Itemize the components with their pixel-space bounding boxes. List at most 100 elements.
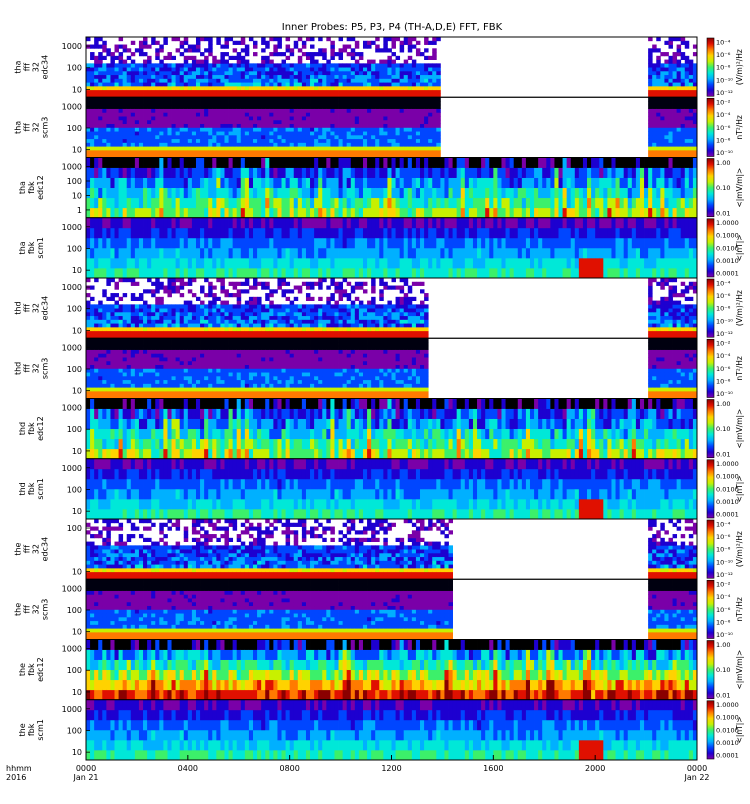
spectrogram-cell — [94, 71, 98, 75]
spectrogram-cell — [269, 78, 273, 82]
spectrogram-cell — [204, 158, 208, 168]
spectrogram-cell — [371, 86, 375, 90]
spectrogram-cell — [106, 67, 110, 71]
spectrogram-cell — [200, 139, 204, 143]
spectrogram-cell — [473, 258, 477, 268]
spectrogram-cell — [159, 135, 163, 139]
spectrogram-cell — [184, 90, 188, 94]
spectrogram-cell — [310, 139, 314, 143]
spectrogram-cell — [241, 178, 245, 188]
spectrogram-cell — [151, 97, 155, 101]
spectrogram-cell — [216, 198, 220, 208]
spectrogram-cell — [652, 48, 656, 52]
spectrogram-cell — [269, 135, 273, 139]
spectrogram-cell — [261, 150, 265, 154]
spectrogram-cell — [159, 323, 163, 327]
spectrogram-cell — [176, 258, 180, 268]
spectrogram-cell — [424, 146, 428, 150]
spectrogram-cell — [339, 146, 343, 150]
spectrogram-cell — [428, 78, 432, 82]
spectrogram-cell — [184, 282, 188, 286]
spectrogram-cell — [155, 78, 159, 82]
spectrogram-cell — [432, 268, 436, 278]
spectrogram-cell — [534, 208, 538, 218]
spectrogram-cell — [392, 75, 396, 79]
spectrogram-cell — [273, 131, 277, 135]
spectrogram-cell — [318, 75, 322, 79]
spectrogram-cell — [282, 97, 286, 101]
spectrogram-cell — [428, 120, 432, 124]
spectrogram-cell — [408, 109, 412, 113]
spectrogram-cell — [310, 135, 314, 139]
spectrogram-cell — [339, 112, 343, 116]
spectrogram-cell — [599, 218, 603, 228]
spectrogram-cell — [387, 101, 391, 105]
spectrogram-cell — [689, 105, 693, 109]
spectrogram-cell — [668, 101, 672, 105]
spectrogram-cell — [294, 218, 298, 228]
spectrogram-cell — [269, 146, 273, 150]
spectrogram-cell — [229, 142, 233, 146]
spectrogram-cell — [404, 146, 408, 150]
spectrogram-cell — [339, 120, 343, 124]
spectrogram-cell — [237, 142, 241, 146]
spectrogram-cell — [172, 112, 176, 116]
spectrogram-cell — [673, 37, 677, 41]
spectrogram-cell — [436, 109, 440, 113]
spectrogram-cell — [522, 228, 526, 238]
spectrogram-cell — [273, 208, 277, 218]
spectrogram-cell — [339, 168, 343, 178]
spectrogram-cell — [294, 90, 298, 94]
spectrogram-cell — [648, 56, 652, 60]
spectrogram-cell — [387, 48, 391, 52]
spectrogram-cell — [599, 198, 603, 208]
spectrogram-cell — [143, 127, 147, 131]
spectrogram-cell — [656, 63, 660, 67]
spectrogram-cell — [245, 71, 249, 75]
spectrogram-cell — [115, 139, 119, 143]
spectrogram-cell — [192, 258, 196, 268]
spectrogram-cell — [241, 139, 245, 143]
spectrogram-cell — [265, 142, 269, 146]
spectrogram-cell — [420, 248, 424, 258]
spectrogram-cell — [652, 228, 656, 238]
spectrogram-cell — [200, 131, 204, 135]
spectrogram-cell — [550, 238, 554, 248]
spectrogram-cell — [131, 228, 135, 238]
spectrogram-cell — [681, 124, 685, 128]
spectrogram-cell — [664, 41, 668, 45]
spectrogram-cell — [123, 135, 127, 139]
spectrogram-cell — [326, 218, 330, 228]
spectrogram-cell — [314, 150, 318, 154]
spectrogram-cell — [253, 41, 257, 45]
spectrogram-cell — [379, 258, 383, 268]
spectrogram-cell — [237, 52, 241, 56]
spectrogram-cell — [436, 168, 440, 178]
spectrogram-cell — [681, 178, 685, 188]
spectrogram-cell — [98, 67, 102, 71]
spectrogram-cell — [277, 258, 281, 268]
spectrogram-cell — [554, 258, 558, 268]
spectrogram-cell — [229, 139, 233, 143]
spectrogram-cell — [123, 327, 127, 331]
spectrogram-cell — [322, 218, 326, 228]
spectrogram-cell — [102, 139, 106, 143]
spectrogram-cell — [102, 312, 106, 316]
spectrogram-cell — [432, 208, 436, 218]
spectrogram-cell — [286, 168, 290, 178]
spectrogram-cell — [664, 258, 668, 268]
spectrogram-cell — [188, 150, 192, 154]
spectrogram-cell — [371, 238, 375, 248]
spectrogram-cell — [282, 67, 286, 71]
spectrogram-cell — [294, 135, 298, 139]
spectrogram-cell — [159, 109, 163, 113]
spectrogram-cell — [428, 101, 432, 105]
spectrogram-cell — [628, 248, 632, 258]
spectrogram-cell — [229, 146, 233, 150]
spectrogram-cell — [599, 168, 603, 178]
spectrogram-cell — [302, 109, 306, 113]
spectrogram-cell — [176, 289, 180, 293]
spectrogram-cell — [98, 327, 102, 331]
spectrogram-cell — [473, 228, 477, 238]
spectrogram-cell — [241, 86, 245, 90]
